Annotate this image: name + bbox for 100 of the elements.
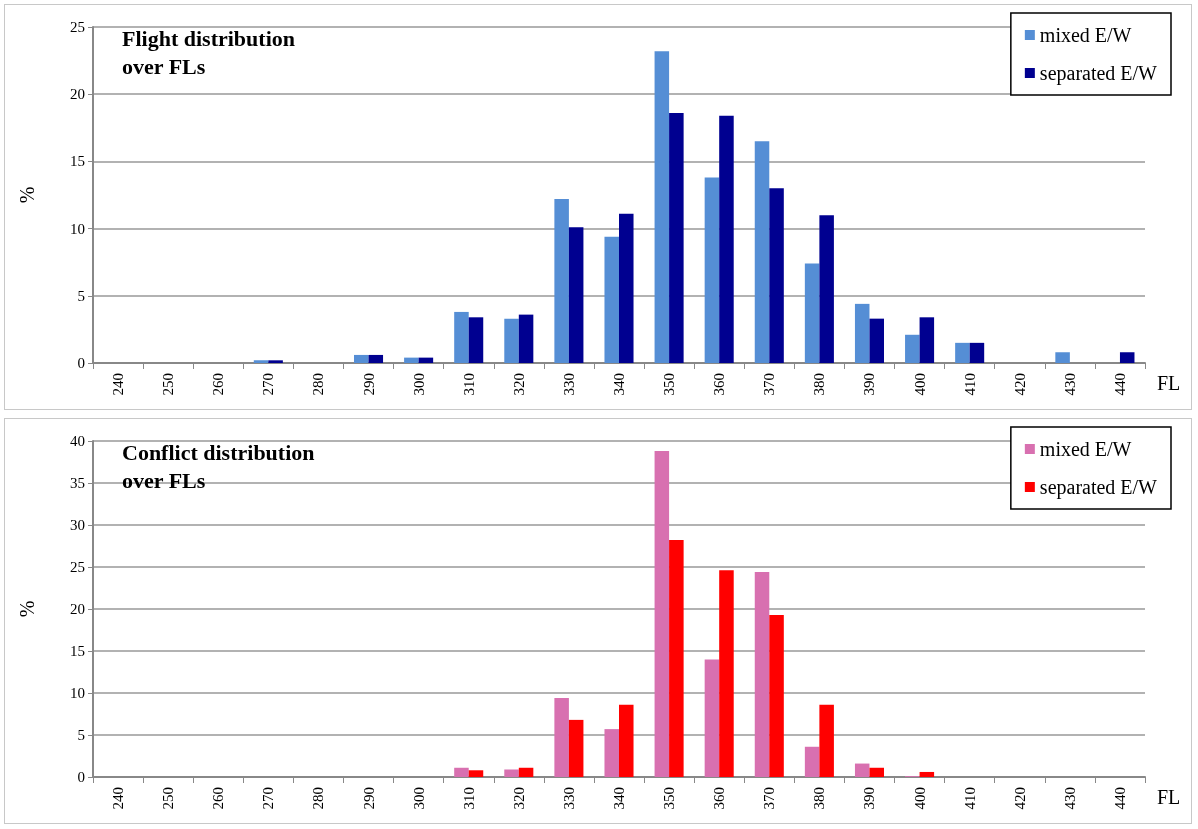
bar (268, 360, 283, 363)
x-tick-label: 270 (260, 373, 277, 396)
x-tick-label: 310 (460, 373, 477, 396)
x-tick-label: 400 (911, 373, 928, 396)
x-tick-label: 330 (560, 373, 577, 396)
x-tick-label: 240 (110, 373, 127, 396)
bar (704, 659, 720, 777)
x-axis-title: FL (1157, 786, 1181, 808)
y-tick-label: 25 (70, 559, 85, 575)
x-tick-label: 280 (310, 787, 327, 810)
bar (704, 177, 720, 363)
bar (919, 317, 935, 363)
x-tick-label: 300 (410, 787, 427, 810)
bar (604, 236, 619, 363)
x-tick-label: 400 (911, 787, 928, 810)
x-tick-label: 440 (1111, 787, 1128, 810)
x-tick-label: 360 (711, 373, 728, 396)
bar (969, 342, 985, 363)
x-tick-label: 370 (761, 787, 778, 810)
y-tick-label: 35 (70, 475, 85, 491)
x-tick-label: 330 (560, 787, 577, 810)
bar (654, 51, 670, 363)
bar (669, 113, 684, 363)
x-tick-label: 340 (611, 373, 627, 396)
bar (769, 614, 784, 777)
bar (468, 317, 484, 363)
bar (354, 354, 369, 363)
x-axis-title: FL (1157, 372, 1181, 394)
bar (518, 314, 534, 363)
y-tick-label: 25 (70, 19, 85, 35)
x-tick-label: 320 (510, 373, 527, 396)
bar (418, 357, 434, 363)
x-tick-label: 280 (310, 373, 327, 396)
x-tick-label: 380 (811, 373, 828, 396)
bar (468, 770, 484, 777)
bar (719, 115, 734, 363)
y-tick-label: 5 (77, 727, 85, 743)
x-tick-label: 260 (210, 787, 227, 810)
y-tick-label: 0 (77, 355, 85, 371)
y-tick-label: 15 (70, 643, 85, 659)
bar (754, 572, 770, 777)
bar (955, 342, 970, 363)
bar (619, 704, 634, 777)
bar (1055, 352, 1070, 363)
legend-label: separated E/W (1039, 62, 1158, 85)
text: Flight distribution over FLs (122, 25, 295, 79)
bar (804, 263, 820, 363)
x-tick-label: 250 (160, 373, 177, 396)
bar (854, 763, 870, 777)
y-tick-label: 10 (70, 685, 85, 701)
x-tick-label: 350 (661, 373, 678, 396)
bar (454, 767, 469, 777)
x-tick-label: 290 (360, 373, 377, 396)
x-tick-label: 340 (611, 787, 627, 810)
bar (404, 357, 419, 363)
bar (854, 303, 870, 363)
x-tick-label: 360 (711, 787, 728, 810)
bar (253, 360, 269, 363)
bar (504, 769, 519, 777)
x-tick-label: 320 (510, 787, 527, 810)
x-tick-label: 260 (210, 373, 227, 396)
bar (604, 729, 619, 777)
y-tick-label: 0 (77, 769, 85, 785)
bar (669, 540, 684, 777)
y-tick-label: 20 (70, 86, 85, 103)
x-tick-label: 240 (110, 787, 127, 810)
y-tick-label: 10 (70, 220, 85, 237)
bar (504, 318, 519, 363)
bar (905, 334, 920, 363)
y-tick-label: 40 (70, 433, 85, 449)
y-tick-label: 15 (70, 153, 85, 170)
bar (919, 771, 935, 777)
bar (819, 704, 834, 777)
x-tick-label: 420 (1011, 373, 1028, 396)
bar (819, 215, 834, 363)
x-tick-label: 270 (260, 787, 277, 810)
bar (518, 767, 534, 777)
bar (804, 746, 820, 777)
x-tick-label: 380 (811, 787, 828, 810)
bar (719, 570, 734, 777)
x-tick-label: 250 (160, 787, 177, 810)
x-tick-label: 390 (861, 787, 878, 810)
bar (554, 199, 569, 363)
bar (568, 227, 584, 363)
legend-label: separated E/W (1039, 476, 1158, 499)
bar (654, 451, 670, 777)
x-tick-label: 290 (360, 787, 377, 810)
y-tick-label: 20 (70, 601, 85, 617)
x-tick-label: 410 (961, 787, 978, 810)
y-tick-label: 5 (77, 287, 85, 304)
x-tick-label: 310 (460, 787, 477, 810)
bar (754, 141, 770, 363)
x-tick-label: 430 (1061, 373, 1078, 396)
bar (869, 318, 884, 363)
x-tick-label: 370 (761, 373, 778, 396)
bar (454, 311, 469, 363)
x-tick-label: 390 (861, 373, 878, 396)
legend-label: mixed E/W (1039, 438, 1132, 460)
bar (554, 698, 569, 777)
bar (619, 213, 634, 363)
